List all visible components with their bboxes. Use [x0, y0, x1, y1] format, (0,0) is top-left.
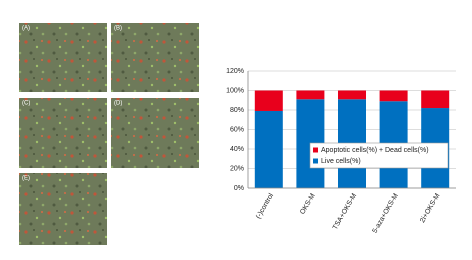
panel-label: (C) — [22, 101, 30, 107]
legend-swatch — [313, 158, 318, 164]
bar-segment — [379, 90, 408, 102]
micrograph — [111, 98, 199, 168]
bar-segment — [296, 90, 325, 100]
x-tick-label: TSA+OKS-M — [332, 192, 358, 231]
image-panels: (A) (B) (C) (D) (E) — [19, 23, 199, 245]
y-tick-label: 40% — [230, 146, 244, 153]
panel-label: (A) — [22, 26, 30, 32]
panel-label: (D) — [114, 101, 122, 107]
legend-swatch — [313, 147, 318, 153]
panel-label: (B) — [114, 26, 122, 32]
y-tick-label: 60% — [230, 126, 244, 133]
bar-segment — [338, 90, 366, 100]
chart: 0% 20% 40% 60% 80% 100% 120% (-)control OKS-M TSA… — [226, 68, 456, 235]
y-tick-label: 120% — [226, 68, 244, 75]
panel-label: (E) — [22, 176, 30, 182]
legend-label: Apoptotic cells(%) + Dead cells(%) — [321, 147, 429, 154]
x-tick-label: 2i+OKS-M — [419, 192, 441, 224]
y-tick-label: 80% — [230, 107, 244, 114]
y-tick-label: 100% — [226, 87, 244, 94]
micrograph — [19, 98, 107, 168]
y-tick-label: 20% — [230, 165, 244, 172]
y-tick-label: 0% — [234, 185, 244, 192]
micrograph — [111, 23, 199, 92]
x-tick-label: OKS-M — [299, 192, 317, 216]
bar-segment — [254, 90, 283, 111]
bar-segment — [254, 110, 283, 188]
x-tick-label: 5-aza+OKS-M — [372, 192, 400, 234]
micrograph — [19, 23, 107, 92]
legend-box — [309, 142, 449, 169]
micrograph — [19, 173, 107, 245]
bar-segment — [421, 90, 450, 109]
x-tick-label: (-)control — [255, 192, 275, 220]
legend-label: Live cells(%) — [321, 158, 361, 165]
